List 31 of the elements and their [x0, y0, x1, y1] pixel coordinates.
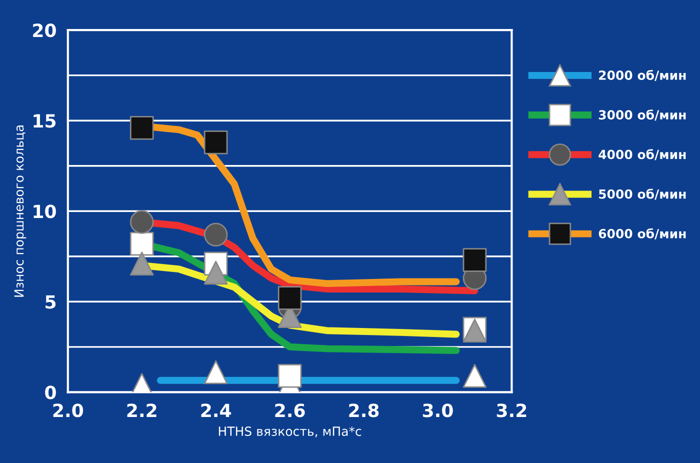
x-tick-label: 2.4	[201, 404, 231, 417]
legend-label: 4000 об/мин	[598, 149, 686, 160]
point	[278, 364, 302, 388]
point	[278, 286, 302, 310]
point	[462, 248, 487, 272]
point	[130, 232, 154, 256]
y-tick-label: 15	[34, 114, 56, 128]
x-tick-label: 2.8	[349, 404, 379, 418]
x-tick-label: 3.2	[496, 404, 526, 418]
point	[204, 130, 228, 154]
x-tick-label: 3.0	[422, 404, 453, 418]
point	[204, 260, 228, 285]
x-tick-label: 2.0	[53, 404, 84, 418]
legend-label: 6000 об/мин	[598, 228, 686, 240]
y-tick-label: 0	[45, 386, 56, 400]
point	[204, 360, 228, 384]
y-tick-label: 5	[46, 295, 56, 309]
point	[130, 210, 154, 234]
legend-label: 5000 об/мин	[599, 188, 686, 200]
y-axis-title: Износ поршневого кольца	[14, 125, 26, 297]
x-axis-title: HTHS вязкость, мПа*с	[218, 426, 362, 438]
point	[130, 116, 154, 140]
legend-label: 3000 об/мин	[598, 110, 686, 121]
x-tick-label: 2.6	[275, 404, 305, 418]
point	[204, 222, 228, 247]
legend-label: 2000 об/мин	[599, 70, 686, 81]
point	[130, 252, 154, 276]
x-tick-label: 2.2	[127, 404, 156, 417]
y-tick-label: 20	[33, 24, 56, 38]
y-tick-label: 10	[34, 204, 56, 218]
point	[462, 364, 487, 388]
